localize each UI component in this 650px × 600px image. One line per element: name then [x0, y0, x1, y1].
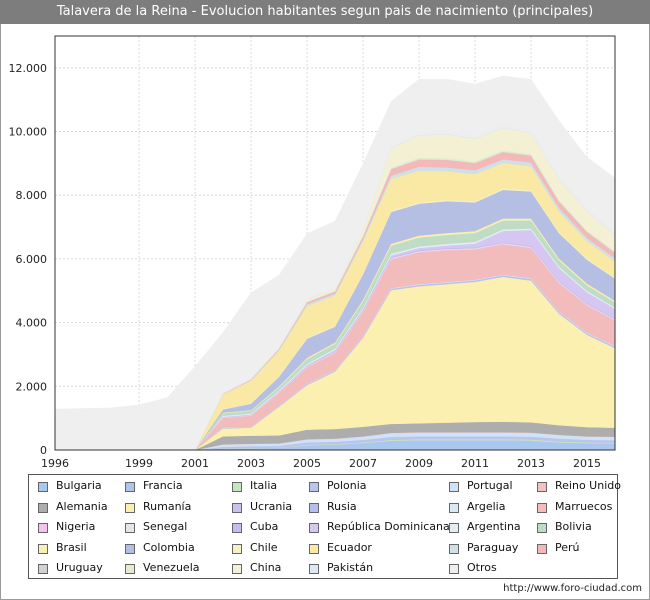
title-bar: Talavera de la Reina - Evolucion habitan…: [0, 0, 650, 24]
legend-label: Argentina: [467, 520, 521, 533]
legend-swatch: [537, 523, 547, 533]
legend-label: Otros: [467, 561, 497, 574]
legend-label: Nigeria: [56, 520, 96, 533]
legend-swatch: [232, 564, 242, 574]
legend-swatch: [232, 482, 242, 492]
x-tick-label: 2003: [237, 457, 265, 470]
series-area-layer: [55, 124, 616, 451]
y-tick-label: 2.000: [16, 380, 48, 393]
legend-swatch: [38, 564, 48, 574]
legend-label: Bulgaria: [56, 479, 102, 492]
legend-swatch: [449, 523, 459, 533]
legend-label: Rusia: [327, 499, 357, 513]
legend-label: Senegal: [143, 520, 188, 533]
legend-swatch: [125, 564, 135, 574]
legend-swatch: [449, 482, 459, 492]
x-tick-label: 2013: [517, 457, 545, 470]
legend-label: China: [250, 561, 282, 574]
axes: 0 2.000 4.000 6.000 8.000 10.000 12.000 1996 199…: [9, 35, 616, 470]
legend-label: Ecuador: [327, 540, 372, 554]
legend-label: Venezuela: [143, 561, 200, 574]
y-tick-label: 6.000: [16, 253, 48, 266]
legend-label: Reino Unido: [555, 479, 621, 492]
legend-label: Marruecos: [555, 499, 613, 513]
x-tick-label: 1999: [125, 457, 153, 470]
legend-label: Uruguay: [56, 561, 103, 574]
legend-swatch: [537, 543, 547, 554]
legend-swatch: [232, 523, 242, 533]
legend-label: Brasil: [56, 540, 87, 554]
legend-swatch: [125, 502, 135, 513]
x-tick-label: 2015: [573, 457, 601, 470]
x-tick-label: 2011: [461, 457, 489, 470]
x-tick-label: 2007: [349, 457, 377, 470]
legend-label: Chile: [250, 540, 278, 554]
legend-label: Pakistán: [327, 561, 374, 574]
x-tick-label: 2001: [181, 457, 209, 470]
plot-border: [54, 35, 616, 451]
legend-label: Colombia: [143, 540, 195, 554]
legend-swatch: [309, 564, 319, 574]
x-tick-label: 1996: [41, 457, 69, 470]
legend-label: Alemania: [56, 499, 108, 513]
legend-swatch: [537, 482, 547, 492]
y-tick-label: 10.000: [9, 126, 48, 139]
legend-label: Polonia: [327, 479, 367, 492]
legend-label: Bolivia: [555, 520, 592, 533]
y-tick-label: 12.000: [9, 62, 48, 75]
chart-plot: 0 2.000 4.000 6.000 8.000 10.000 12.000 1996 199…: [9, 35, 616, 470]
legend-swatch: [125, 523, 135, 533]
legend-swatch: [309, 482, 319, 492]
x-tick-label: 2005: [293, 457, 321, 470]
source-link[interactable]: http://www.foro-ciudad.com: [503, 583, 642, 594]
y-tick-label: 8.000: [16, 189, 48, 202]
legend-label: Francia: [143, 479, 183, 492]
legend-swatch: [449, 502, 459, 513]
legend-swatch: [38, 502, 48, 513]
legend-swatch: [38, 482, 48, 492]
legend-label: Argelia: [467, 499, 506, 513]
legend-label: República Dominicana: [327, 520, 450, 533]
y-tick-label: 0: [40, 444, 47, 457]
chart-title: Talavera de la Reina - Evolucion habitan…: [56, 4, 594, 19]
legend-swatch: [309, 502, 319, 513]
legend-swatch: [537, 502, 547, 513]
legend-swatch: [309, 543, 319, 554]
legend-label: Cuba: [250, 520, 279, 533]
legend: Bulgaria Francia Italia Polonia Portugal Rein…: [28, 474, 621, 579]
legend-swatch: [309, 523, 319, 533]
legend-label: Italia: [250, 479, 278, 492]
legend-swatch: [125, 482, 135, 492]
legend-swatch: [449, 564, 459, 574]
legend-label: Rumanía: [143, 499, 192, 513]
y-tick-label: 4.000: [16, 317, 48, 330]
legend-label: Portugal: [467, 479, 513, 492]
legend-swatch: [232, 543, 242, 554]
legend-swatch: [38, 543, 48, 554]
legend-swatch: [125, 543, 135, 554]
legend-swatch: [38, 523, 48, 533]
x-tick-label: 2009: [405, 457, 433, 470]
legend-label: Ucrania: [250, 499, 293, 513]
legend-label: Paraguay: [467, 540, 519, 554]
legend-swatch: [449, 543, 459, 554]
legend-swatch: [232, 502, 242, 513]
legend-label: Perú: [555, 540, 580, 554]
